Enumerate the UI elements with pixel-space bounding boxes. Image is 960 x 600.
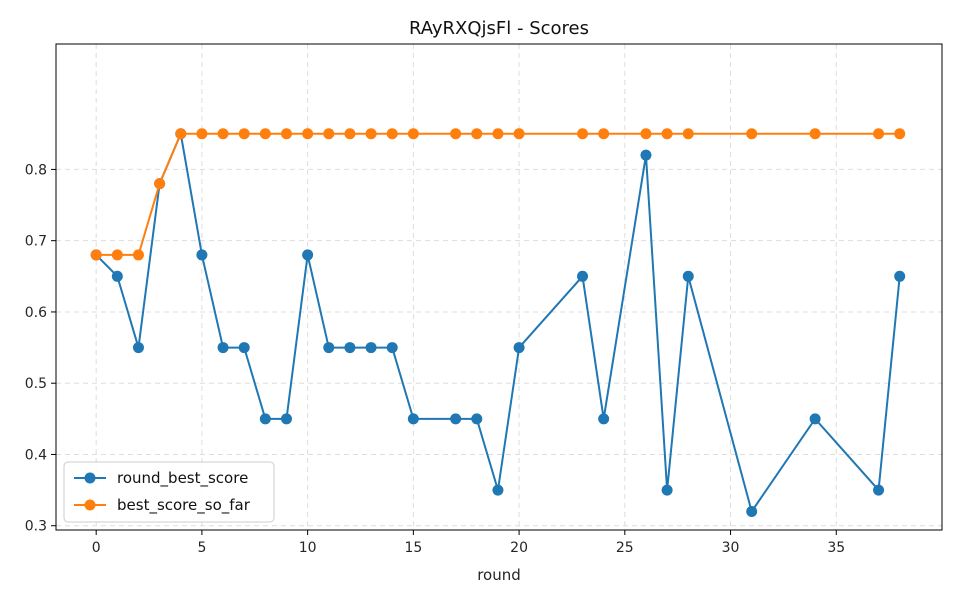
data-point-best-score-so-far (450, 128, 462, 140)
legend-label-round-best-score: round_best_score (117, 469, 248, 488)
data-point-best-score-so-far (365, 128, 377, 140)
y-tick-label: 0.4 (25, 447, 47, 463)
data-point-round-best-score (132, 342, 144, 354)
data-point-best-score-so-far (386, 128, 398, 140)
legend: round_best_score best_score_so_far (63, 461, 275, 523)
data-point-best-score-so-far (640, 128, 652, 140)
data-point-best-score-so-far (111, 249, 123, 261)
y-tick-label: 0.8 (25, 162, 47, 178)
data-point-round-best-score (513, 342, 525, 354)
x-tick-label: 35 (827, 540, 845, 556)
data-point-round-best-score (259, 413, 271, 425)
data-point-round-best-score (746, 505, 758, 517)
x-tick-label: 20 (510, 540, 528, 556)
data-point-best-score-so-far (280, 128, 292, 140)
data-point-round-best-score (661, 484, 673, 496)
data-point-round-best-score (365, 342, 377, 354)
x-tick-label: 25 (616, 540, 634, 556)
data-point-round-best-score (894, 270, 906, 282)
data-point-round-best-score (471, 413, 483, 425)
series-best-score-so-far (90, 128, 906, 261)
data-point-best-score-so-far (894, 128, 906, 140)
data-point-round-best-score (280, 413, 292, 425)
data-point-round-best-score (323, 342, 335, 354)
legend-marker-best-score-so-far (84, 499, 96, 511)
data-point-best-score-so-far (513, 128, 525, 140)
plot-frame (55, 43, 943, 531)
y-tick-label: 0.5 (25, 376, 47, 392)
data-point-round-best-score (577, 270, 589, 282)
data-point-best-score-so-far (196, 128, 208, 140)
data-point-best-score-so-far (323, 128, 335, 140)
x-axis-ticks: 0 5 10 15 20 25 30 35 (92, 530, 845, 556)
series-layer (90, 128, 906, 517)
data-point-round-best-score (196, 249, 208, 261)
data-point-best-score-so-far (471, 128, 483, 140)
data-point-round-best-score (302, 249, 314, 261)
data-point-best-score-so-far (492, 128, 504, 140)
y-tick-label: 0.6 (25, 305, 47, 321)
data-point-round-best-score (111, 270, 123, 282)
x-tick-label: 5 (197, 540, 206, 556)
data-point-best-score-so-far (407, 128, 419, 140)
data-point-best-score-so-far (598, 128, 610, 140)
data-point-best-score-so-far (746, 128, 758, 140)
data-point-best-score-so-far (302, 128, 314, 140)
x-axis-label: round (477, 566, 521, 584)
data-point-round-best-score (682, 270, 694, 282)
legend-marker-round-best-score (84, 472, 96, 484)
y-tick-label: 0.3 (25, 519, 47, 535)
x-tick-label: 15 (404, 540, 422, 556)
legend-box (63, 461, 275, 523)
data-point-best-score-so-far (682, 128, 694, 140)
data-point-round-best-score (238, 342, 250, 354)
data-point-best-score-so-far (259, 128, 271, 140)
x-tick-label: 30 (722, 540, 740, 556)
data-point-round-best-score (640, 149, 652, 161)
y-axis-ticks: 0.3 0.4 0.5 0.6 0.7 0.8 (25, 162, 56, 535)
data-point-round-best-score (598, 413, 610, 425)
legend-label-best-score-so-far: best_score_so_far (117, 496, 251, 515)
data-point-round-best-score (809, 413, 821, 425)
data-point-best-score-so-far (809, 128, 821, 140)
data-point-round-best-score (407, 413, 419, 425)
data-point-best-score-so-far (132, 249, 144, 261)
data-point-best-score-so-far (90, 249, 102, 261)
data-point-best-score-so-far (577, 128, 589, 140)
data-point-round-best-score (492, 484, 504, 496)
grid-lines (56, 44, 942, 530)
x-tick-label: 10 (299, 540, 317, 556)
chart-title: RAyRXQjsFl - Scores (409, 18, 589, 39)
data-point-best-score-so-far (661, 128, 673, 140)
data-point-best-score-so-far (873, 128, 885, 140)
y-tick-label: 0.7 (25, 234, 47, 250)
data-point-round-best-score (386, 342, 398, 354)
data-point-best-score-so-far (238, 128, 250, 140)
data-point-round-best-score (217, 342, 229, 354)
data-point-round-best-score (344, 342, 356, 354)
data-point-best-score-so-far (175, 128, 187, 140)
data-point-best-score-so-far (344, 128, 356, 140)
data-point-round-best-score (873, 484, 885, 496)
data-point-best-score-so-far (154, 178, 166, 190)
data-point-round-best-score (450, 413, 462, 425)
x-tick-label: 0 (92, 540, 101, 556)
data-point-best-score-so-far (217, 128, 229, 140)
